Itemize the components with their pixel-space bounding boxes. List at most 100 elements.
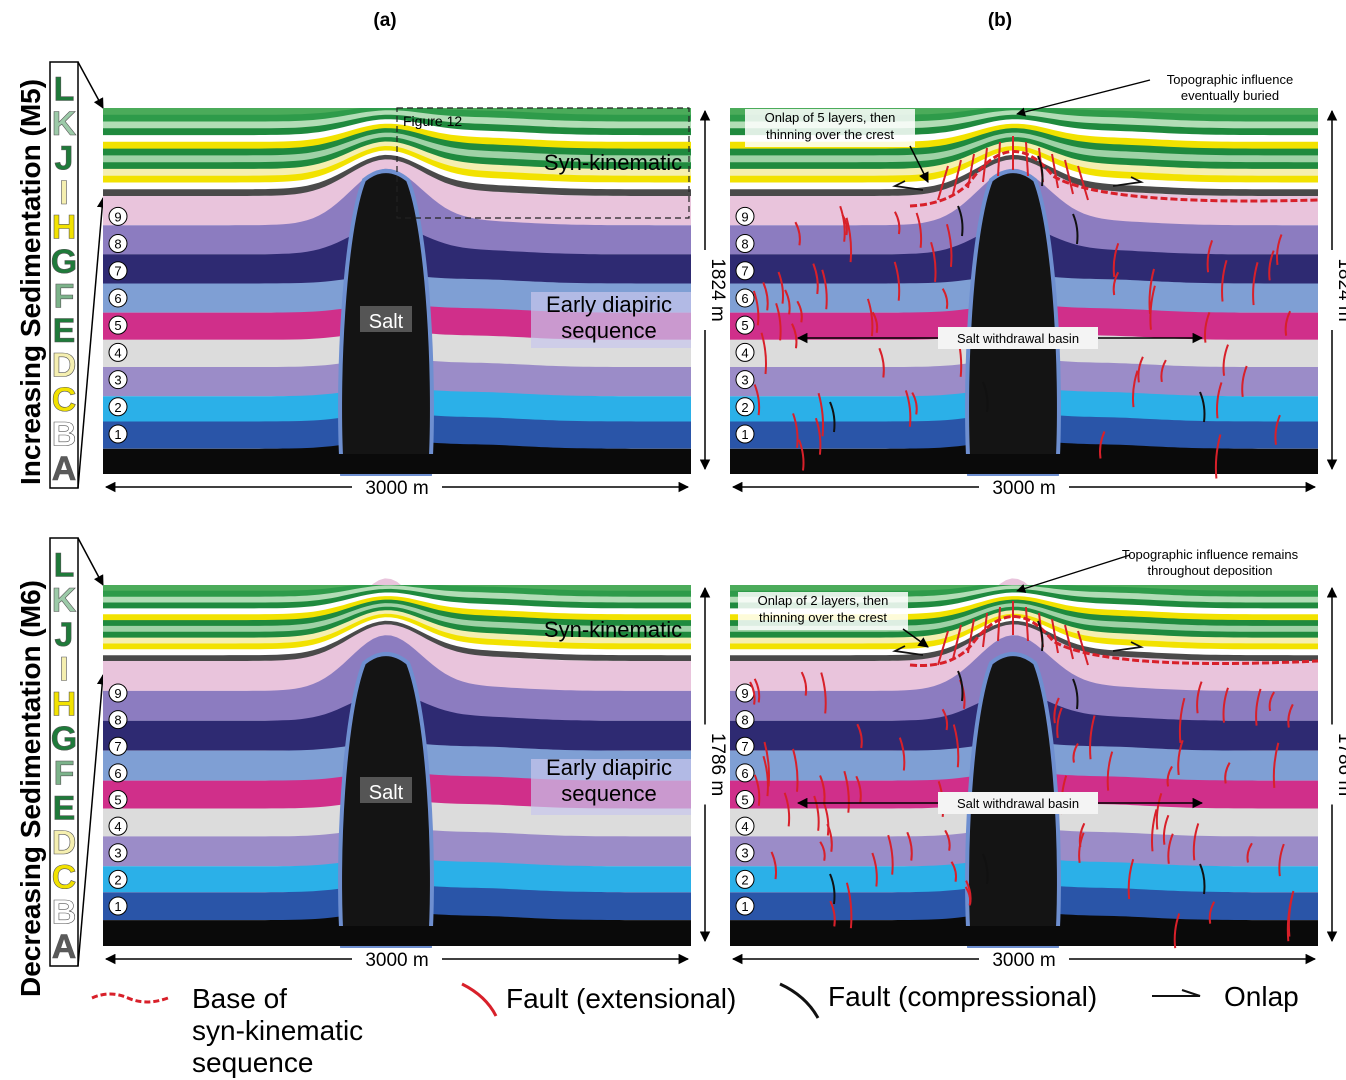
pre-kinematic-layer: [103, 578, 691, 691]
fault-extensional: [950, 861, 958, 882]
layer-number-badge: [735, 342, 755, 362]
onlap-annotation-line-1: Onlap of 5 layers, then: [765, 110, 896, 125]
layer-number-badge: [108, 683, 128, 703]
topo-annotation-line-2: throughout deposition: [1147, 563, 1272, 578]
fault-extensional: [1272, 742, 1280, 788]
fault-extensional: [792, 748, 799, 792]
onlap-arrow-right: [1112, 641, 1144, 652]
fault-extensional: [1206, 240, 1214, 273]
syn-kinematic-layer: [103, 585, 691, 591]
layer-number: 4: [114, 819, 121, 834]
fault-extensional: [1162, 814, 1170, 845]
model-label: Decreasing Sedimentation (M6): [15, 580, 46, 997]
width-label-bg: [352, 476, 442, 498]
fault-compressional: [957, 670, 964, 702]
fault-extensional: [1222, 344, 1229, 376]
fault-extensional: [1284, 310, 1292, 336]
layer-number-badge: [735, 789, 755, 809]
syn-kinematic-label: Syn-kinematic: [544, 617, 682, 642]
fault-extensional-crest: [997, 141, 1001, 177]
layer-number-badge: [108, 843, 128, 863]
sequence-letter-box: [49, 61, 79, 489]
layer-number: 8: [741, 237, 748, 252]
fault-extensional-crest: [1064, 159, 1074, 195]
early-diapiric-label-line-1: Early diapiric: [546, 755, 672, 780]
layer-number-badge: [108, 206, 128, 226]
sequence-letter: L: [54, 71, 75, 109]
fault-compressional: [1199, 391, 1206, 423]
fault-extensional-crest: [982, 147, 988, 183]
layer-number: 3: [741, 846, 748, 861]
fault-extensional: [796, 300, 803, 323]
fault-extensional: [887, 834, 894, 875]
panel-a: 1 2 3 4 5 6 7 8 9 3000 m 1786 m Syn-kinematic Early …: [103, 578, 728, 971]
layer-number-badge: [108, 342, 128, 362]
fault-extensional: [762, 755, 769, 797]
fault-extensional: [760, 332, 768, 375]
fault-extensional: [930, 241, 937, 282]
height-label-bg: [694, 724, 716, 805]
basement-layer: [103, 454, 691, 474]
fault-extensional-crest: [1077, 630, 1089, 666]
syn-kinematic-layer: [103, 108, 691, 115]
basement-layer: [103, 926, 691, 946]
salt-withdrawal-basin-label: Salt withdrawal basin: [957, 796, 1079, 811]
layer-number: 6: [741, 766, 748, 781]
fault-extensional-crest: [1025, 141, 1029, 177]
panel-b: 1 2 3 4 5 6 7 8 9 3000 m 1824 m Topographic influen…: [730, 72, 1346, 499]
fault-extensional-crest: [982, 612, 988, 648]
onlap-annotation-bg: [738, 592, 908, 630]
salt-label: Salt: [369, 311, 404, 333]
fault-extensional-crest: [1077, 165, 1089, 201]
fault-extensional: [1166, 765, 1173, 787]
topo-annotation-arrow: [1016, 79, 1151, 117]
fault-extensional: [1216, 382, 1223, 419]
fault-extensional: [1155, 792, 1163, 830]
sequence-letter: D: [52, 824, 77, 862]
fault-extensional: [812, 263, 819, 295]
layer-number: 6: [114, 291, 121, 306]
sequence-letter: J: [55, 140, 74, 178]
fault-extensional: [1222, 687, 1229, 723]
fault-compressional: [982, 381, 989, 413]
fault-extensional: [752, 290, 760, 326]
fault-extensional: [894, 211, 901, 235]
layer-number-badge: [108, 763, 128, 783]
salt-withdrawal-basin-label: Salt withdrawal basin: [957, 331, 1079, 346]
legend-fault-ext: Fault (extensional): [506, 983, 736, 1014]
basement-layer: [730, 926, 1318, 946]
layer-number-badge: [735, 816, 755, 836]
fault-extensional: [819, 841, 826, 861]
fault-extensional: [1160, 359, 1167, 383]
fault-extensional: [1287, 703, 1294, 728]
fault-extensional: [1278, 843, 1285, 877]
fault-extensional: [1127, 858, 1135, 900]
early-diapiric-label-bg: [531, 292, 691, 348]
early-diapiric-label-line-2: sequence: [561, 781, 656, 806]
fault-extensional: [964, 886, 972, 906]
layer-number: 1: [114, 899, 121, 914]
layer-number: 6: [114, 766, 121, 781]
base-syn-kinematic-line: [909, 150, 1319, 208]
topo-annotation-line-1: Topographic influence remains: [1122, 547, 1299, 562]
fault-compressional: [1037, 620, 1044, 652]
legend-onlap: Onlap: [1224, 981, 1299, 1012]
compressional-faults: [829, 155, 1206, 433]
layer-number: 1: [741, 899, 748, 914]
legend-fault-comp: Fault (compressional): [828, 981, 1097, 1012]
sequence-letter: H: [52, 209, 77, 247]
fault-extensional: [944, 829, 951, 851]
onlap-annotation-arrow: [909, 145, 929, 183]
fault-extensional: [1089, 715, 1096, 760]
layer-number: 4: [741, 819, 748, 834]
layer-number: 5: [114, 792, 121, 807]
sequence-letter: F: [54, 278, 75, 316]
layer-number-badge: [108, 288, 128, 308]
fault-extensional: [941, 288, 949, 310]
width-label: 3000 m: [992, 478, 1055, 499]
width-label-bg: [352, 948, 442, 970]
fault-extensional-crest: [1051, 618, 1059, 654]
fault-extensional: [817, 392, 825, 437]
fault-extensional: [941, 708, 949, 731]
